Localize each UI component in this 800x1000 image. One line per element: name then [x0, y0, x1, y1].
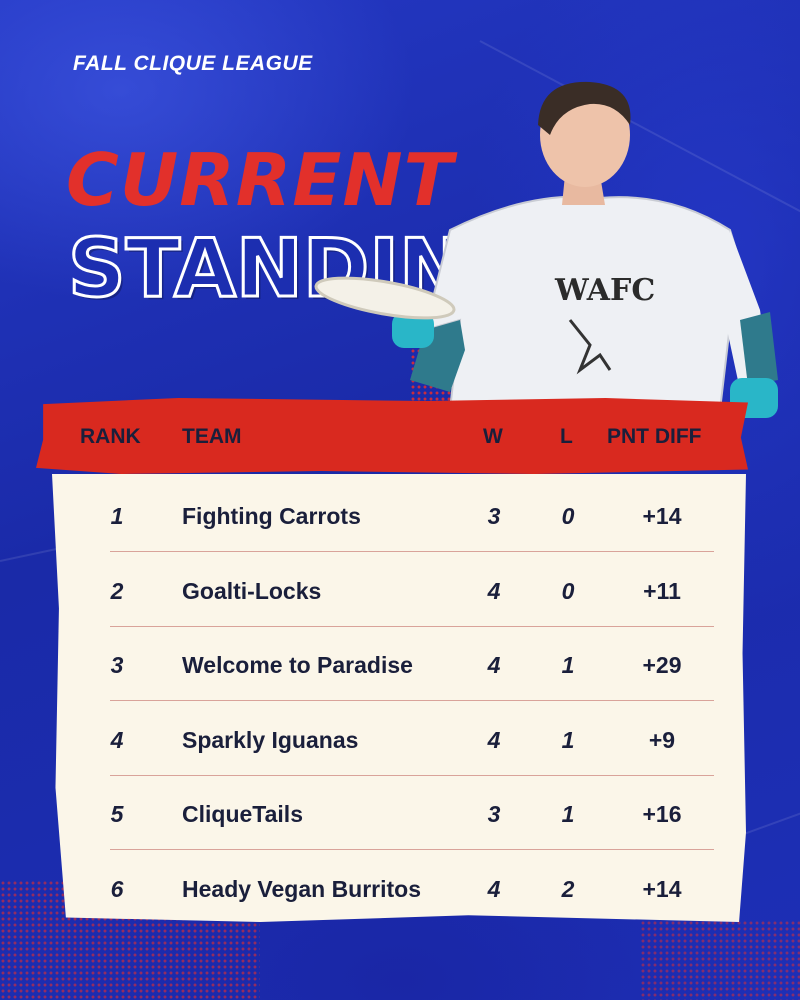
row-losses: 1 — [561, 652, 575, 678]
row-wins: 4 — [487, 875, 501, 902]
row-wins: 4 — [487, 726, 501, 753]
row-rank: 6 — [110, 875, 124, 902]
row-wins: 3 — [487, 503, 501, 529]
row-team-name: Fighting Carrots — [182, 503, 361, 529]
row-rank: 5 — [110, 801, 124, 827]
row-losses: 0 — [561, 503, 575, 529]
row-losses: 0 — [561, 577, 575, 604]
row-losses: 2 — [561, 875, 575, 902]
shirt-logo-text: WAFC — [554, 273, 655, 308]
row-losses: 1 — [561, 801, 575, 827]
row-point-diff: +29 — [642, 652, 682, 678]
row-divider — [110, 551, 714, 552]
row-wins: 3 — [487, 801, 501, 827]
row-wins: 4 — [487, 577, 501, 604]
halftone-pattern — [640, 920, 800, 1000]
column-header-losses: L — [560, 425, 573, 448]
row-point-diff: +14 — [642, 875, 682, 902]
row-divider — [110, 700, 714, 701]
row-rank: 1 — [110, 503, 124, 529]
row-wins: 4 — [487, 652, 501, 678]
row-rank: 3 — [110, 652, 124, 678]
row-point-diff: +9 — [648, 726, 676, 753]
row-team-name: Sparkly Iguanas — [182, 726, 359, 753]
row-team-name: Goalti-Locks — [182, 577, 322, 604]
row-team-name: Heady Vegan Burritos — [182, 875, 422, 902]
league-title: FALL CLIQUE LEAGUE — [73, 52, 313, 75]
row-team-name: Welcome to Paradise — [182, 652, 413, 678]
table-header-band — [36, 398, 748, 474]
row-divider — [110, 849, 714, 850]
row-rank: 2 — [110, 577, 124, 604]
row-point-diff: +11 — [643, 577, 681, 604]
title-current: CURRENT — [66, 138, 454, 222]
row-team-name: CliqueTails — [182, 801, 303, 827]
column-header-point-diff: PNT DIFF — [607, 425, 702, 448]
column-header-wins: W — [483, 425, 503, 448]
player-photo: WAFC — [314, 81, 778, 418]
row-divider — [110, 774, 714, 776]
standings-table — [52, 474, 746, 922]
column-header-team: TEAM — [182, 425, 242, 448]
column-header-rank: RANK — [80, 425, 141, 448]
row-point-diff: +16 — [642, 801, 682, 827]
row-point-diff: +14 — [642, 503, 682, 529]
row-losses: 1 — [561, 726, 575, 753]
row-rank: 4 — [110, 726, 124, 753]
row-divider — [110, 625, 714, 627]
